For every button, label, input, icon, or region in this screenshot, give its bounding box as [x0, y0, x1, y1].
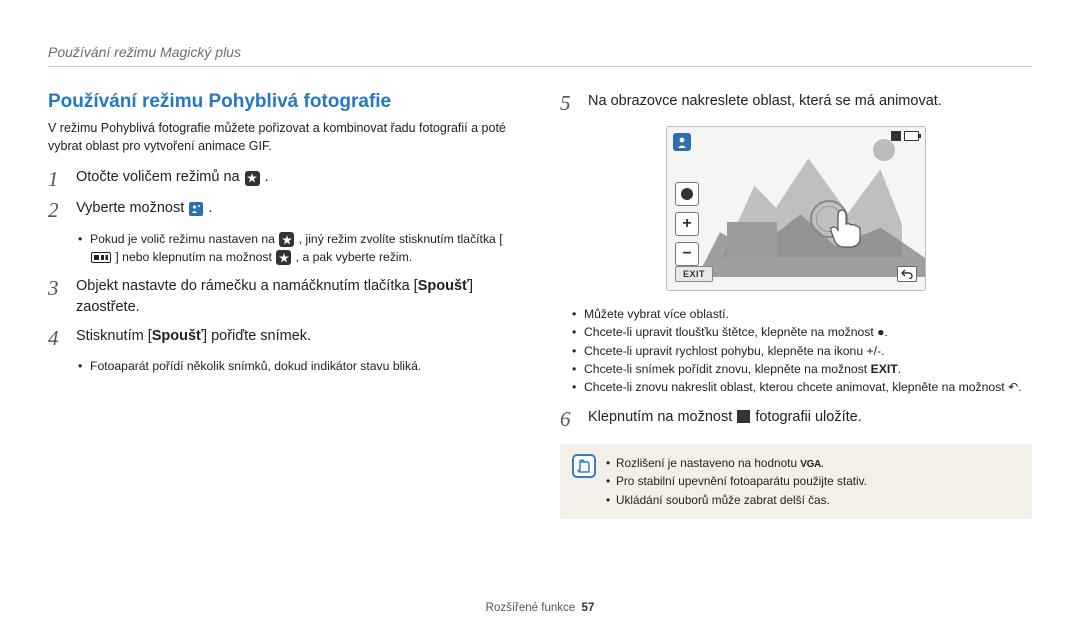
breadcrumb: Používání režimu Magický plus: [48, 44, 1032, 60]
step-5: 5 Na obrazovce nakreslete oblast, která …: [560, 91, 1032, 116]
step-6-pre: Klepnutím na možnost: [588, 409, 736, 425]
motion-photo-icon: [189, 202, 203, 216]
tip-1-vga: VGA: [800, 459, 820, 470]
mode-dial-icon: [276, 250, 291, 265]
bullet-exit-bold: EXIT: [871, 362, 898, 376]
tip-1-post: .: [821, 456, 824, 470]
step-1-text-pre: Otočte voličem režimů na: [76, 169, 244, 185]
page-footer: Rozšířené funkce 57: [0, 602, 1080, 614]
step-2-sub-mid2: ] nebo klepnutím na možnost: [115, 250, 275, 264]
right-column: 5 Na obrazovce nakreslete oblast, která …: [560, 91, 1032, 519]
step-2-sub-post: , a pak vyberte režim.: [296, 250, 413, 264]
tip-box: Rozlišení je nastaveno na hodnotu VGA. P…: [560, 444, 1032, 519]
step-6: 6 Klepnutím na možnost fotografii uložít…: [560, 407, 1032, 432]
footer-label: Rozšířené funkce: [486, 602, 576, 614]
bullet-item: Chcete-li upravit tloušťku štětce, klepn…: [572, 323, 1032, 341]
bullet-exit-post: .: [898, 362, 901, 376]
step-number: 1: [48, 167, 66, 192]
mode-button-icon: [91, 252, 111, 263]
tip-1-pre: Rozlišení je nastaveno na hodnotu: [616, 456, 800, 470]
step-2: 2 Vyberte možnost .: [48, 198, 520, 223]
bullet-exit-pre: Chcete-li snímek pořídit znovu, klepněte…: [584, 362, 871, 376]
step-2-sub-pre: Pokud je volič režimu nastaven na: [90, 232, 278, 246]
status-square-icon: [891, 131, 901, 141]
tip-item: Rozlišení je nastaveno na hodnotu VGA.: [606, 454, 867, 473]
step-2-text-pre: Vyberte možnost: [76, 200, 188, 216]
divider: [48, 66, 1032, 67]
step-6-post: fotografii uložíte.: [755, 409, 861, 425]
step-3-pre: Objekt nastavte do rámečku a namáčknutím…: [76, 278, 418, 294]
step-4-post: ] pořiďte snímek.: [203, 328, 311, 344]
brush-controls: + −: [675, 182, 699, 266]
undo-button[interactable]: [897, 266, 917, 282]
face-badge-icon: [673, 133, 691, 151]
step-2-sub-mid1: , jiný režim zvolíte stisknutím tlačítka…: [299, 232, 503, 246]
step-number: 6: [560, 407, 578, 432]
step-2-sub: Pokud je volič režimu nastaven na , jiný…: [78, 230, 520, 267]
tip-item: Pro stabilní upevnění fotoaparátu použij…: [606, 472, 867, 490]
tip-item: Ukládání souborů může zabrat delší čas.: [606, 491, 867, 509]
speed-plus-button[interactable]: +: [675, 212, 699, 236]
step-4-sub: Fotoaparát pořídí několik snímků, dokud …: [78, 357, 520, 375]
status-bar: [891, 131, 919, 141]
camera-screen-illustration: + − EXIT: [666, 126, 926, 291]
bullet-item: Chcete-li snímek pořídit znovu, klepněte…: [572, 360, 1032, 378]
step-number: 4: [48, 326, 66, 351]
page-number: 57: [582, 602, 595, 614]
exit-button[interactable]: EXIT: [675, 266, 713, 282]
mode-dial-icon: [279, 232, 294, 247]
step-4-bold: Spoušť: [152, 328, 203, 344]
left-column: Používání režimu Pohyblivá fotografie V …: [48, 91, 520, 519]
step-number: 2: [48, 198, 66, 223]
intro-text: V režimu Pohyblivá fotografie můžete poř…: [48, 119, 520, 155]
step-number: 3: [48, 276, 66, 318]
brush-size-button[interactable]: [675, 182, 699, 206]
step-4-pre: Stisknutím [: [76, 328, 152, 344]
note-icon: [572, 454, 596, 478]
step-4-sub-text: Fotoaparát pořídí několik snímků, dokud …: [78, 357, 520, 375]
battery-icon: [904, 131, 919, 141]
speed-minus-button[interactable]: −: [675, 242, 699, 266]
step-1-text-post: .: [265, 169, 269, 185]
touch-gesture-icon: [810, 192, 870, 252]
step-1: 1 Otočte voličem režimů na .: [48, 167, 520, 192]
step-5-bullets: Můžete vybrat více oblastí. Chcete-li up…: [572, 305, 1032, 396]
step-number: 5: [560, 91, 578, 116]
bullet-item: Chcete-li znovu nakreslit oblast, kterou…: [572, 378, 1032, 396]
step-3: 3 Objekt nastavte do rámečku a namáčknut…: [48, 276, 520, 318]
step-2-text-post: .: [208, 200, 212, 216]
bullet-item: Můžete vybrat více oblastí.: [572, 305, 1032, 323]
bullet-item: Chcete-li upravit rychlost pohybu, klepn…: [572, 342, 1032, 360]
step-3-bold: Spoušť: [418, 278, 469, 294]
mode-dial-icon: [245, 171, 260, 186]
save-icon: [737, 410, 750, 423]
step-5-text: Na obrazovce nakreslete oblast, která se…: [588, 91, 942, 116]
step-4: 4 Stisknutím [Spoušť] pořiďte snímek.: [48, 326, 520, 351]
section-title: Používání režimu Pohyblivá fotografie: [48, 91, 520, 113]
